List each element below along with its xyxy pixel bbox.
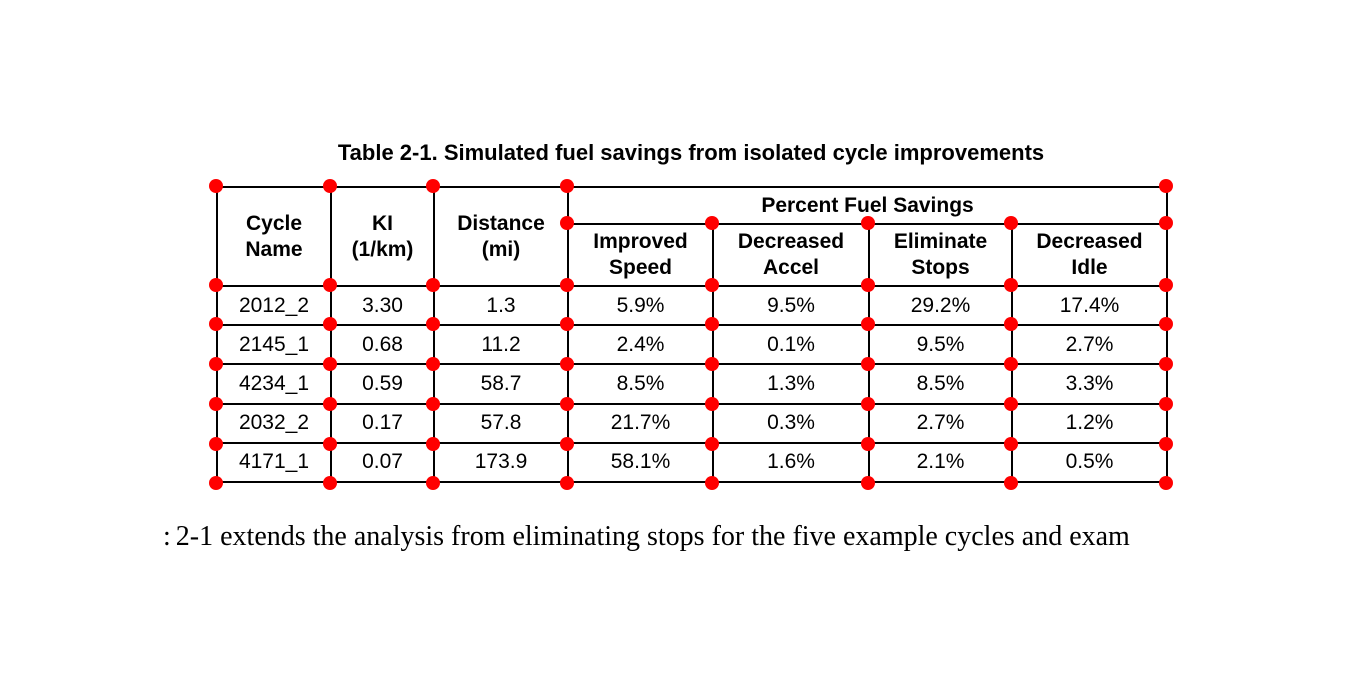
col-header-decreased-idle: Decreased Idle bbox=[1010, 223, 1169, 287]
cell-improved-speed: 58.1% bbox=[567, 441, 714, 484]
cell-eliminate-stops: 29.2% bbox=[868, 284, 1013, 327]
cell-ki: 0.68 bbox=[330, 324, 435, 366]
table-row: 4171_1 0.07 173.9 58.1% 1.6% 2.1% 0.5% bbox=[216, 441, 1169, 484]
cell-cycle-name: 4171_1 bbox=[216, 441, 332, 484]
cell-improved-speed: 2.4% bbox=[567, 324, 714, 366]
cut-off-character: : bbox=[163, 521, 171, 552]
caption-text: 2-1 extends the analysis from eliminatin… bbox=[175, 521, 1130, 552]
table-row: 2012_2 3.30 1.3 5.9% 9.5% 29.2% 17.4% bbox=[216, 284, 1169, 327]
cell-eliminate-stops: 2.1% bbox=[868, 441, 1013, 484]
cell-distance: 58.7 bbox=[433, 363, 569, 405]
cell-decreased-accel: 9.5% bbox=[712, 284, 870, 327]
cell-distance: 173.9 bbox=[433, 441, 569, 484]
cell-decreased-accel: 0.3% bbox=[712, 402, 870, 444]
cell-cycle-name: 2145_1 bbox=[216, 324, 332, 366]
table-title: Table 2-1. Simulated fuel savings from i… bbox=[337, 140, 1045, 165]
col-header-improved-speed: Improved Speed bbox=[567, 223, 714, 287]
col-header-percent-fuel-savings: Percent Fuel Savings bbox=[566, 186, 1169, 225]
cell-decreased-idle: 1.2% bbox=[1010, 402, 1169, 444]
cell-improved-speed: 21.7% bbox=[567, 402, 714, 444]
col-header-decreased-accel: Decreased Accel bbox=[712, 223, 870, 287]
col-header-eliminate-stops: Eliminate Stops bbox=[868, 223, 1013, 287]
cell-cycle-name: 2032_2 bbox=[216, 402, 332, 444]
cell-cycle-name: 2012_2 bbox=[216, 284, 332, 327]
cell-ki: 0.17 bbox=[330, 402, 435, 444]
col-header-ki: KI (1/km) bbox=[330, 186, 435, 287]
table-row: 4234_1 0.59 58.7 8.5% 1.3% 8.5% 3.3% bbox=[216, 363, 1169, 405]
cell-decreased-idle: 0.5% bbox=[1010, 441, 1169, 484]
cell-decreased-accel: 0.1% bbox=[712, 324, 870, 366]
col-header-cycle-name: Cycle Name bbox=[216, 186, 332, 287]
cell-decreased-idle: 17.4% bbox=[1010, 284, 1169, 327]
fuel-savings-table: Cycle Name KI (1/km) Distance (mi) Perce… bbox=[216, 186, 1169, 484]
cell-cycle-name: 4234_1 bbox=[216, 363, 332, 405]
table-row: 2032_2 0.17 57.8 21.7% 0.3% 2.7% 1.2% bbox=[216, 402, 1169, 444]
cell-decreased-accel: 1.3% bbox=[712, 363, 870, 405]
cell-ki: 3.30 bbox=[330, 284, 435, 327]
cell-eliminate-stops: 9.5% bbox=[868, 324, 1013, 366]
caption: :2-1 extends the analysis from eliminati… bbox=[163, 520, 1363, 554]
cell-improved-speed: 5.9% bbox=[567, 284, 714, 327]
header-row-group: Cycle Name KI (1/km) Distance (mi) Perce… bbox=[216, 186, 1169, 287]
cell-ki: 0.59 bbox=[330, 363, 435, 405]
header-row-sub: Improved Speed Decreased Accel Eliminate… bbox=[217, 223, 1169, 287]
cell-eliminate-stops: 8.5% bbox=[868, 363, 1013, 405]
cell-distance: 1.3 bbox=[433, 284, 569, 327]
cell-improved-speed: 8.5% bbox=[567, 363, 714, 405]
table-row: 2145_1 0.68 11.2 2.4% 0.1% 9.5% 2.7% bbox=[216, 324, 1169, 366]
cell-ki: 0.07 bbox=[330, 441, 435, 484]
cell-decreased-idle: 3.3% bbox=[1010, 363, 1169, 405]
cell-distance: 11.2 bbox=[433, 324, 569, 366]
cell-distance: 57.8 bbox=[433, 402, 569, 444]
cell-decreased-idle: 2.7% bbox=[1010, 324, 1169, 366]
col-header-distance: Distance (mi) bbox=[433, 186, 569, 287]
cell-eliminate-stops: 2.7% bbox=[868, 402, 1013, 444]
cell-decreased-accel: 1.6% bbox=[712, 441, 870, 484]
